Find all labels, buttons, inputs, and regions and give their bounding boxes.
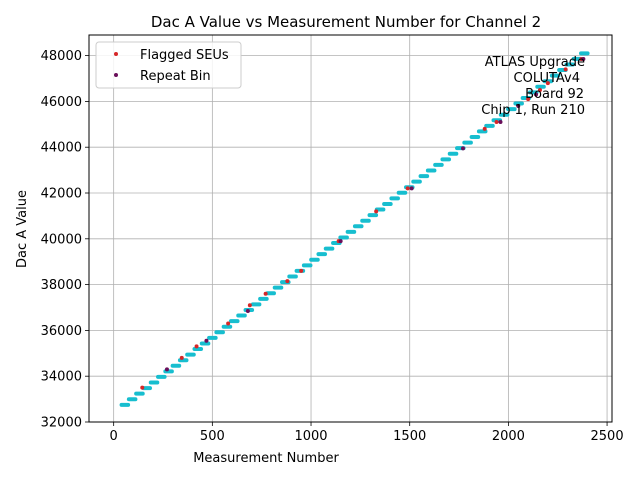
plot-frame [88, 34, 613, 423]
y-axis-label: Dac A Value [15, 190, 30, 268]
tick-layer: 0 500 1000 1500 2000 2500 32000 34000 36000 38000… [41, 49, 624, 444]
y-tick-label: 38000 [41, 278, 82, 293]
repeat-bin-point [164, 367, 169, 372]
flagged-seu-point [374, 209, 379, 214]
flagged-seu-point [226, 321, 231, 326]
legend-label-repeat: Repeat Bin [140, 69, 211, 84]
flagged-seu-point [299, 268, 304, 273]
flagged-seu-point [537, 87, 542, 92]
legend: Flagged SEUs Repeat Bin [95, 41, 242, 89]
y-tick-label: 42000 [41, 187, 82, 202]
y-tick-label: 34000 [41, 370, 82, 385]
legend-marker-flagged [114, 52, 118, 56]
y-tick-label: 40000 [41, 232, 82, 247]
flagged-seu-point [194, 344, 199, 349]
y-tick-label: 46000 [41, 95, 82, 110]
x-tick-label: 2000 [492, 429, 525, 444]
y-tick-label: 32000 [41, 416, 82, 431]
repeat-bin-point [581, 57, 586, 62]
y-tick-label: 48000 [41, 49, 82, 64]
flagged-seu-point [247, 303, 252, 308]
flagged-seu-point [263, 291, 268, 296]
flagged-seu-point [140, 385, 145, 390]
legend-marker-repeat [114, 73, 118, 77]
annotation-line-3: Board 92 [525, 87, 584, 102]
repeat-bin-point [534, 92, 539, 97]
repeat-bin-point [409, 186, 414, 191]
flagged-seu-point [179, 355, 184, 360]
legend-label-flagged: Flagged SEUs [140, 48, 229, 63]
flagged-seu-point [563, 67, 568, 72]
repeat-bin-point [204, 338, 209, 343]
grid-layer [89, 35, 612, 423]
chart-title: Dac A Value vs Measurement Number for Ch… [151, 13, 541, 31]
flagged-seu-point [526, 97, 531, 102]
y-tick-label: 44000 [41, 141, 82, 156]
background-series [119, 51, 590, 407]
x-axis-label: Measurement Number [193, 451, 339, 466]
x-tick-label: 0 [110, 429, 118, 444]
legend-frame [95, 41, 242, 89]
x-tick-label: 2500 [591, 429, 624, 444]
flagged-seu-point [482, 126, 487, 131]
flagged-seu-point [405, 186, 410, 191]
repeat-bin-point [245, 308, 250, 313]
flagged-seu-point [285, 279, 290, 284]
flagged-seu-point [545, 81, 550, 86]
x-tick-label: 500 [200, 429, 225, 444]
repeat-bin-point [516, 103, 521, 108]
annotation-line-4: Chip 1, Run 210 [481, 103, 585, 118]
annotation-line-2: COLUTAv4 [514, 71, 580, 86]
repeat-bin-point [498, 120, 503, 125]
repeat-bin-point [460, 146, 465, 151]
annotation-line-1: ATLAS Upgrade [485, 55, 585, 70]
x-tick-label: 1000 [294, 429, 327, 444]
y-tick-label: 36000 [41, 324, 82, 339]
flagged-seu-point [494, 120, 499, 125]
x-tick-label: 1500 [393, 429, 426, 444]
annotation-box: ATLAS Upgrade COLUTAv4 Board 92 Chip 1, … [481, 55, 585, 118]
repeat-bin-point [338, 239, 343, 244]
scatter-series-layer [140, 57, 586, 390]
